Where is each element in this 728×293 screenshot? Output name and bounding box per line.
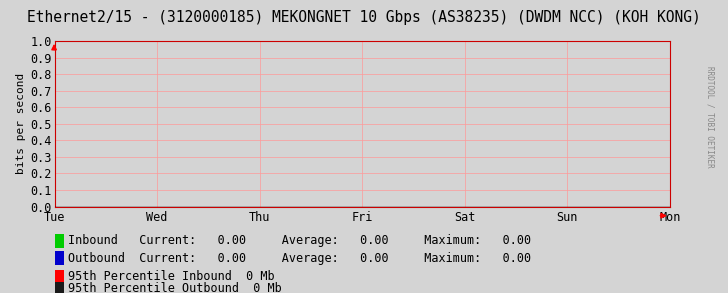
Text: RRDTOOL / TOBI OETIKER: RRDTOOL / TOBI OETIKER bbox=[705, 66, 714, 168]
Text: Outbound  Current:   0.00     Average:   0.00     Maximum:   0.00: Outbound Current: 0.00 Average: 0.00 Max… bbox=[68, 252, 531, 265]
Text: Ethernet2/15 - (3120000185) MEKONGNET 10 Gbps (AS38235) (DWDM NCC) (KOH KONG): Ethernet2/15 - (3120000185) MEKONGNET 10… bbox=[27, 10, 701, 25]
Y-axis label: bits per second: bits per second bbox=[16, 73, 26, 174]
Text: 95th Percentile Inbound  0 Mb: 95th Percentile Inbound 0 Mb bbox=[68, 270, 274, 283]
Text: Inbound   Current:   0.00     Average:   0.00     Maximum:   0.00: Inbound Current: 0.00 Average: 0.00 Maxi… bbox=[68, 234, 531, 247]
Text: 95th Percentile Outbound  0 Mb: 95th Percentile Outbound 0 Mb bbox=[68, 282, 282, 293]
